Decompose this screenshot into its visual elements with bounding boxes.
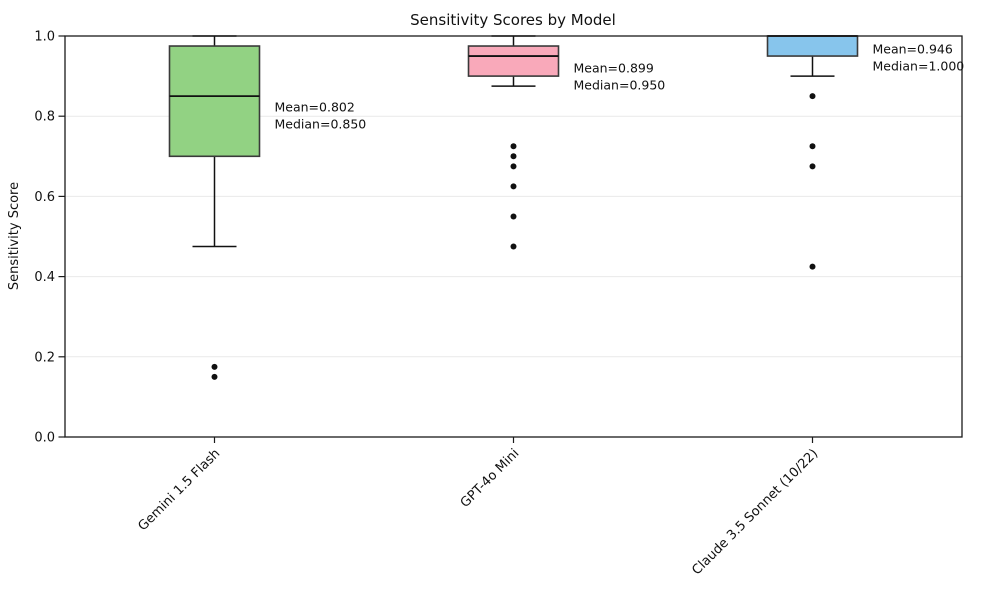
outlier-point-gpt-4o-mini [510,153,517,160]
x-tick-label-gemini-1-5-flash: Gemini 1.5 Flash [135,446,223,534]
box-gpt-4o-mini [467,45,560,77]
boxplot-layer [168,35,859,380]
y-tick-label: 0.8 [34,110,55,125]
x-tick-label-gpt-4o-mini: GPT-4o Mini [458,446,523,511]
outlier-point-gpt-4o-mini [510,213,517,220]
outlier-point-gpt-4o-mini [510,143,517,150]
y-tick-label: 0.6 [34,190,55,205]
outlier-point-gpt-4o-mini [510,163,517,170]
chart-title: Sensitivity Scores by Model [410,11,616,29]
outlier-point-claude-3-5-sonnet-10-22 [809,163,816,170]
annotation-median-gpt-4o-mini: Median=0.950 [574,78,666,93]
outlier-point-gemini-1-5-flash [211,363,218,370]
annotation-mean-claude-3-5-sonnet-10-22: Mean=0.946 [873,42,953,57]
box-gemini-1-5-flash [168,45,261,158]
annotation-median-gemini-1-5-flash: Median=0.850 [275,116,367,131]
annotation-median-claude-3-5-sonnet-10-22: Median=1.000 [873,59,965,74]
annotation-mean-gpt-4o-mini: Mean=0.899 [574,61,654,76]
y-tick-label: 0.0 [34,431,55,446]
outlier-point-claude-3-5-sonnet-10-22 [809,143,816,150]
y-tick-label: 1.0 [34,30,55,45]
annotations-layer: Mean=0.802 Median=0.850 Mean=0.899 Median=0… [275,42,965,132]
outlier-point-claude-3-5-sonnet-10-22 [809,93,816,100]
outlier-point-gemini-1-5-flash [211,373,218,380]
y-tick-label: 0.2 [34,350,55,365]
outlier-point-gpt-4o-mini [510,243,517,250]
plot-frame [64,35,963,438]
x-tick-label-claude-3-5-sonnet-10-22: Claude 3.5 Sonnet (10/22) [689,446,821,578]
outlier-point-claude-3-5-sonnet-10-22 [809,263,816,270]
annotation-mean-gemini-1-5-flash: Mean=0.802 [275,99,355,114]
box-claude-3-5-sonnet-10-22 [766,35,859,57]
outlier-point-gpt-4o-mini [510,183,517,190]
y-axis-label: Sensitivity Score [7,182,22,290]
y-tick-label: 0.4 [34,270,55,285]
